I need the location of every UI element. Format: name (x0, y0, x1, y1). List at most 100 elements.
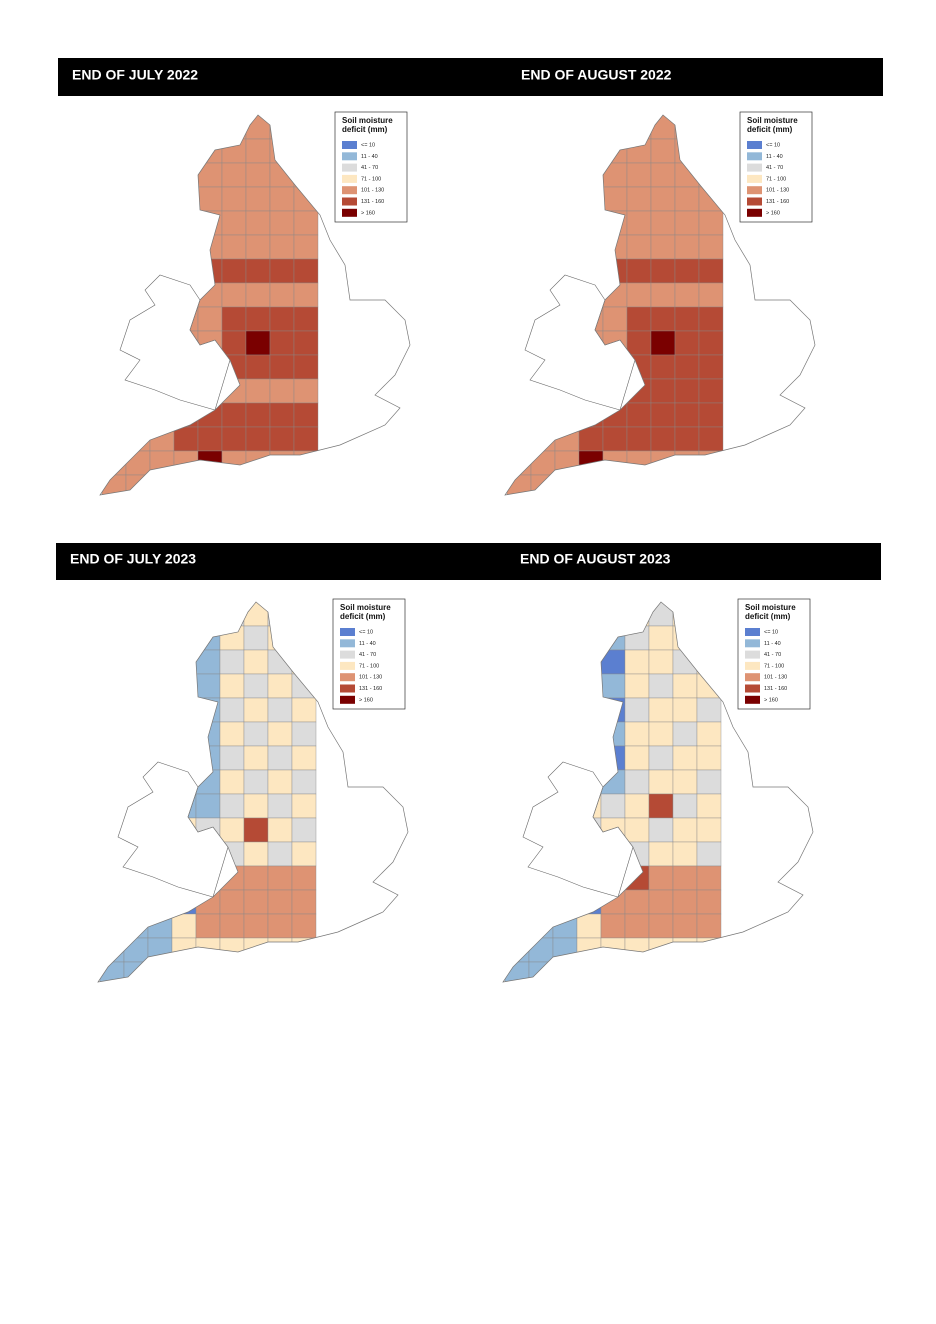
grid-cell (698, 474, 724, 495)
grid-cell (195, 602, 221, 627)
grid-cell (245, 474, 271, 495)
grid-cell (269, 474, 295, 495)
grid-cell (698, 426, 724, 452)
grid-cell (173, 258, 199, 284)
grid-cell (267, 841, 293, 867)
grid-cell (101, 306, 127, 332)
legend-swatch (745, 628, 760, 636)
grid-cell (506, 306, 532, 332)
grid-cell (648, 865, 674, 891)
grid-cell (219, 625, 245, 651)
legend-label: 41 - 70 (359, 652, 376, 658)
grid-cell (171, 913, 197, 939)
legend-label: 131 - 160 (764, 686, 787, 692)
grid-cell (576, 745, 602, 771)
header-bar (56, 543, 881, 580)
legend-title: deficit (mm) (340, 612, 386, 621)
grid-cell (672, 602, 698, 627)
panel-title: END OF JULY 2022 (72, 67, 198, 83)
grid-cell (293, 474, 319, 495)
grid-cell (554, 450, 580, 476)
grid-cell (267, 889, 293, 915)
grid-cell (602, 306, 628, 332)
grid-cell (291, 961, 317, 982)
grid-cell (195, 961, 221, 982)
grid-cell (243, 913, 269, 939)
grid-cell (698, 115, 724, 140)
grid-cell (291, 865, 317, 891)
grid-cell (291, 721, 317, 747)
grid-cell (528, 769, 554, 795)
grid-cell (600, 602, 626, 627)
grid-cell (674, 426, 700, 452)
grid-cell (650, 115, 676, 140)
grid-cell (696, 937, 722, 963)
legend-label: 101 - 130 (361, 188, 384, 194)
grid-cell (530, 115, 556, 140)
grid-cell (530, 258, 556, 284)
grid-cell (99, 745, 125, 771)
grid-cell (221, 186, 247, 212)
grid-cell (698, 306, 724, 332)
grid-cell (674, 402, 700, 428)
legend-label: <= 10 (766, 142, 780, 148)
grid-cell (674, 234, 700, 260)
legend-label: <= 10 (361, 142, 375, 148)
grid-cell (171, 961, 197, 982)
legend-label: <= 10 (359, 629, 373, 635)
grid-cell (293, 402, 319, 428)
grid-cell (197, 234, 223, 260)
grid-cell (624, 625, 650, 651)
grid-cell (578, 426, 604, 452)
legend-swatch (745, 684, 760, 693)
grid-cell (504, 889, 530, 915)
grid-cell (650, 450, 676, 476)
grid-cell (243, 889, 269, 915)
grid-cell (149, 138, 175, 164)
legend-label: 101 - 130 (766, 188, 789, 194)
grid-cell (554, 138, 580, 164)
grid-cell (243, 602, 269, 627)
grid-cell (269, 282, 295, 308)
legend-label: 101 - 130 (359, 675, 382, 681)
grid-cell (552, 602, 578, 627)
grid-cell (602, 282, 628, 308)
grid-cell (528, 889, 554, 915)
grid-cell (267, 793, 293, 819)
grid-cell (267, 721, 293, 747)
grid-cell (624, 673, 650, 699)
legend-swatch (340, 639, 355, 648)
grid-cell (149, 115, 175, 140)
grid-cell (99, 841, 125, 867)
grid-cell (506, 210, 532, 236)
grid-cell (602, 474, 628, 495)
grid-cell (528, 673, 554, 699)
grid-cell (269, 426, 295, 452)
panel-title: END OF AUGUST 2023 (520, 551, 671, 567)
grid-cell (576, 889, 602, 915)
legend-title: deficit (mm) (745, 612, 791, 621)
grid-cell (267, 649, 293, 675)
grid-cell (219, 602, 245, 627)
grid-cell (101, 378, 127, 404)
grid-cell (197, 450, 223, 476)
grid-cell (123, 889, 149, 915)
legend-label: 11 - 40 (359, 641, 376, 647)
england-outline (502, 601, 814, 983)
grid-cell (149, 474, 175, 495)
grid-cell (648, 913, 674, 939)
legend-swatch (340, 673, 355, 682)
grid-cell (293, 138, 319, 164)
grid-cell (506, 115, 532, 140)
grid-cell (528, 937, 554, 963)
grid-cell (269, 450, 295, 476)
grid-cell (293, 354, 319, 380)
grid-cell (195, 769, 221, 795)
grid-cell (552, 697, 578, 723)
grid-cell (506, 258, 532, 284)
grid-cell (291, 625, 317, 651)
grid-cell (698, 186, 724, 212)
grid-cell (504, 697, 530, 723)
grid-cell (624, 961, 650, 982)
